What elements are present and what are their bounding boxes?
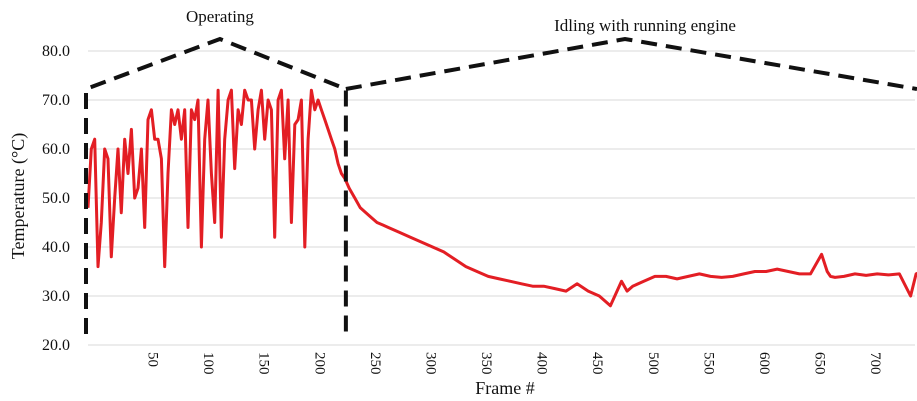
- series-layer: [86, 88, 917, 308]
- y-tick-label: 70.0: [42, 92, 70, 109]
- y-tick-label: 30.0: [42, 288, 70, 305]
- y-tick-label: 60.0: [42, 141, 70, 158]
- x-tick-label: 300: [422, 352, 438, 375]
- x-tick-label: 200: [311, 352, 327, 375]
- x-tick-label: 250: [367, 352, 383, 375]
- y-tick-label: 80.0: [42, 43, 70, 60]
- operating-label: Operating: [186, 7, 254, 26]
- x-tick-label: 550: [700, 352, 716, 375]
- x-tick-label: 400: [534, 352, 550, 375]
- x-tick-label: 650: [812, 352, 828, 375]
- x-tick-label: 100: [200, 352, 216, 375]
- x-tick-label: 450: [589, 352, 605, 375]
- y-tick-label: 20.0: [42, 337, 70, 354]
- x-tick-label: 600: [756, 352, 772, 375]
- idling-bracket: [345, 36, 917, 91]
- x-tick-label: 50: [145, 352, 161, 367]
- region-brackets: Operating Idling with running engine: [84, 7, 917, 334]
- y-tick-label: 50.0: [42, 190, 70, 207]
- x-tick-label: 350: [478, 352, 494, 375]
- temperature-series-line: [86, 88, 917, 308]
- x-tick-label: 700: [867, 352, 883, 375]
- idling-label: Idling with running engine: [554, 16, 736, 35]
- x-tick-label: 150: [256, 352, 272, 375]
- x-axis-ticks: 50 100 150 200 250 300 350 400 450 500 550 600 650 70…: [145, 352, 884, 375]
- y-axis-label: Temperature (°C): [8, 133, 29, 259]
- y-axis-ticks: 20.0 30.0 40.0 50.0 60.0 70.0 80.0: [42, 43, 70, 354]
- x-axis-label: Frame #: [475, 378, 534, 398]
- operating-bracket: [84, 36, 348, 334]
- x-tick-label: 500: [645, 352, 661, 375]
- y-tick-label: 40.0: [42, 239, 70, 256]
